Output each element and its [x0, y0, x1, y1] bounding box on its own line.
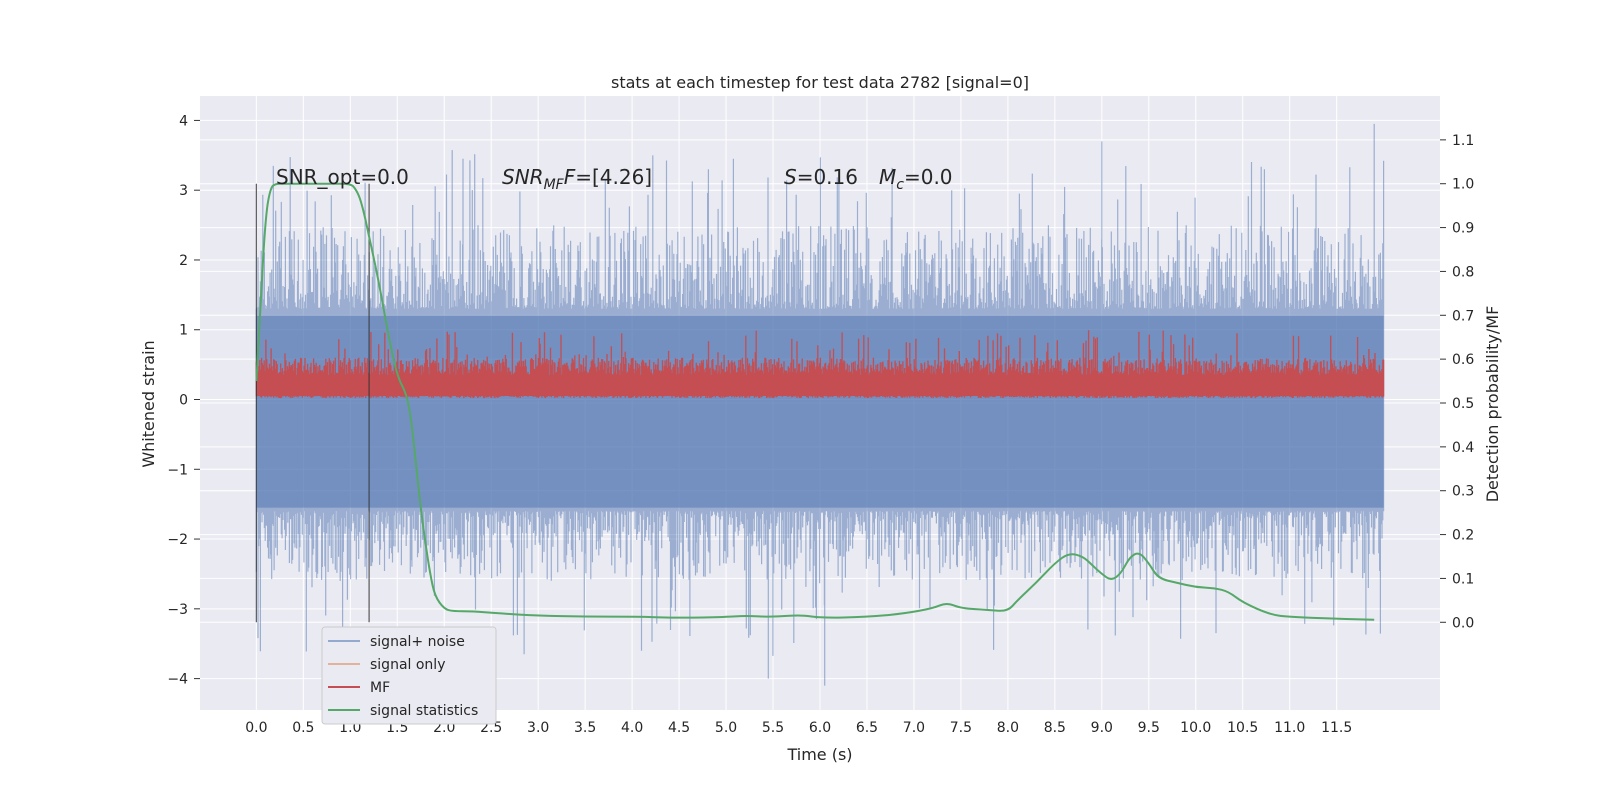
y-tick-label-left: −1: [167, 462, 188, 478]
x-tick-label: 7.5: [950, 720, 972, 736]
y-tick-label-right: 0.6: [1452, 352, 1474, 368]
snr-mf-sub: MF: [544, 177, 565, 193]
snr-mf-tail: =[4.26]: [575, 165, 652, 189]
y-tick-label-left: −4: [167, 672, 188, 688]
x-tick-label: 8.0: [997, 720, 1019, 736]
y-axis-label-right: Detection probability/MF: [1483, 306, 1502, 503]
chart-title: stats at each timestep for test data 278…: [611, 73, 1029, 92]
y-tick-label-right: 0.9: [1452, 221, 1474, 237]
mc-value: =0.0: [904, 165, 953, 189]
mc-sub: c: [896, 177, 904, 193]
mc-main: M: [879, 165, 896, 189]
x-tick-label: 11.0: [1274, 720, 1305, 736]
y-tick-label-right: 0.8: [1452, 264, 1474, 280]
legend-label-signal-only: signal only: [370, 657, 445, 673]
legend-label-signal-noise: signal+ noise: [370, 634, 465, 650]
y-tick-label-left: 4: [179, 113, 188, 129]
series-mf: [255, 330, 1385, 399]
y-tick-label-right: 0.1: [1452, 571, 1474, 587]
y-tick-label-right: 1.1: [1452, 133, 1474, 149]
x-tick-label: 11.5: [1321, 720, 1352, 736]
x-tick-label: 6.0: [809, 720, 831, 736]
x-tick-label: 7.0: [903, 720, 925, 736]
y-tick-label-right: 0.3: [1452, 484, 1474, 500]
y-axis-label-left: Whitened strain: [139, 340, 158, 467]
snr-mf-f: F: [564, 165, 576, 189]
series-signal-noise: [255, 123, 1385, 686]
y-tick-label-left: −2: [167, 532, 188, 548]
y-tick-label-right: 0.0: [1452, 615, 1474, 631]
annotation-snr-mf: SNRMFF=[4.26]: [502, 165, 652, 193]
x-tick-label: 6.5: [856, 720, 878, 736]
snr-mf-main: SNR: [502, 165, 544, 189]
x-tick-label: 9.0: [1091, 720, 1113, 736]
x-tick-label: 4.5: [668, 720, 690, 736]
y-tick-label-right: 1.0: [1452, 177, 1474, 193]
y-tick-label-left: 2: [179, 253, 188, 269]
x-tick-label: 5.0: [715, 720, 737, 736]
y-tick-label-left: 0: [179, 393, 188, 409]
y-tick-label-right: 0.5: [1452, 396, 1474, 412]
vertical-markers: [255, 183, 370, 623]
s-label: S: [784, 165, 797, 189]
series-signal-statistics: [255, 182, 1375, 621]
x-tick-label: 0.5: [292, 720, 314, 736]
x-tick-label: 0.0: [245, 720, 267, 736]
y-tick-label-left: 1: [179, 323, 188, 339]
legend-label-mf: MF: [370, 680, 390, 696]
tick-labels: 0.0 0.5 1.0 1.5 2.0 2.5 3.0 3.5 4.0 4.5 5.0 5.5 6.0 6…: [167, 113, 1474, 736]
annotation-snr-opt: SNR_opt=0.0: [276, 165, 409, 189]
signal-statistics-line: [255, 182, 1375, 621]
annotation-mc: Mc=0.0: [879, 165, 953, 193]
x-tick-label: 8.5: [1044, 720, 1066, 736]
legend-label-signal-statistics: signal statistics: [370, 703, 478, 719]
x-tick-label: 5.5: [762, 720, 784, 736]
annotation-s: S=0.16: [784, 165, 858, 189]
x-tick-label: 4.0: [621, 720, 643, 736]
y-tick-label-left: 3: [179, 183, 188, 199]
x-tick-label: 3.0: [527, 720, 549, 736]
legend: signal+ noise signal only MF signal stat…: [321, 626, 497, 725]
s-value: =0.16: [797, 165, 858, 189]
x-tick-label: 3.5: [574, 720, 596, 736]
x-tick-label: 10.0: [1180, 720, 1211, 736]
x-tick-label: 9.5: [1138, 720, 1160, 736]
y-tick-label-right: 0.2: [1452, 528, 1474, 544]
x-tick-label: 10.5: [1227, 720, 1258, 736]
y-tick-label-right: 0.4: [1452, 440, 1474, 456]
legend-box: [321, 626, 497, 725]
y-tick-label-right: 0.7: [1452, 308, 1474, 324]
y-tick-label-left: −3: [167, 602, 188, 618]
x-axis-label: Time (s): [786, 745, 852, 764]
